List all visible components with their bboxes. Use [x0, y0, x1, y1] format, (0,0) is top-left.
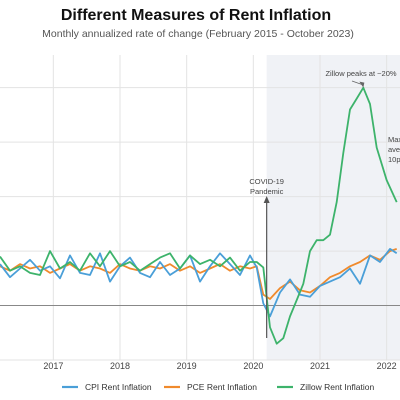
legend: CPI Rent Inflation PCE Rent Inflation Zi…	[62, 382, 374, 392]
max-annotation-line1: Max	[388, 135, 400, 144]
covid-annotation: COVID-19 Pandemic	[249, 177, 284, 338]
max-annotation: Max aver 10p	[388, 135, 400, 164]
series-line-pce-rent-inflation	[0, 248, 397, 300]
chart-subtitle: Monthly annualized rate of change (Febru…	[42, 28, 354, 40]
series-line-cpi-rent-inflation	[0, 247, 398, 318]
max-annotation-line2: aver	[388, 145, 400, 154]
legend-label-pce: PCE Rent Inflation	[187, 382, 257, 392]
x-tick-label: 2017	[43, 361, 63, 371]
x-axis-ticks: 2017 2018 2019 2020 2021 2022	[43, 361, 396, 371]
x-tick-label: 2020	[243, 361, 263, 371]
pandemic-shaded-region	[266, 55, 400, 360]
chart-title: Different Measures of Rent Inflation	[61, 7, 331, 24]
series-layer	[0, 86, 398, 345]
zillow-peak-annotation: Zillow peaks at ~20%	[325, 69, 397, 88]
zillow-peak-label: Zillow peaks at ~20%	[325, 69, 396, 78]
covid-label-line1: COVID-19	[249, 177, 284, 186]
x-tick-label: 2018	[110, 361, 130, 371]
covid-arrow-head	[263, 196, 270, 203]
x-tick-label: 2021	[310, 361, 330, 371]
x-tick-label: 2019	[177, 361, 197, 371]
zillow-peak-pointer	[351, 80, 363, 86]
gridlines	[0, 55, 400, 361]
max-annotation-line3: 10p	[388, 155, 400, 164]
legend-label-zillow: Zillow Rent Inflation	[300, 382, 374, 392]
zillow-peak-arrow-head	[359, 81, 365, 88]
legend-label-cpi: CPI Rent Inflation	[85, 382, 152, 392]
series-line-zillow-rent-inflation	[0, 86, 398, 345]
x-tick-label: 2022	[377, 361, 397, 371]
covid-label-line2: Pandemic	[250, 187, 284, 196]
